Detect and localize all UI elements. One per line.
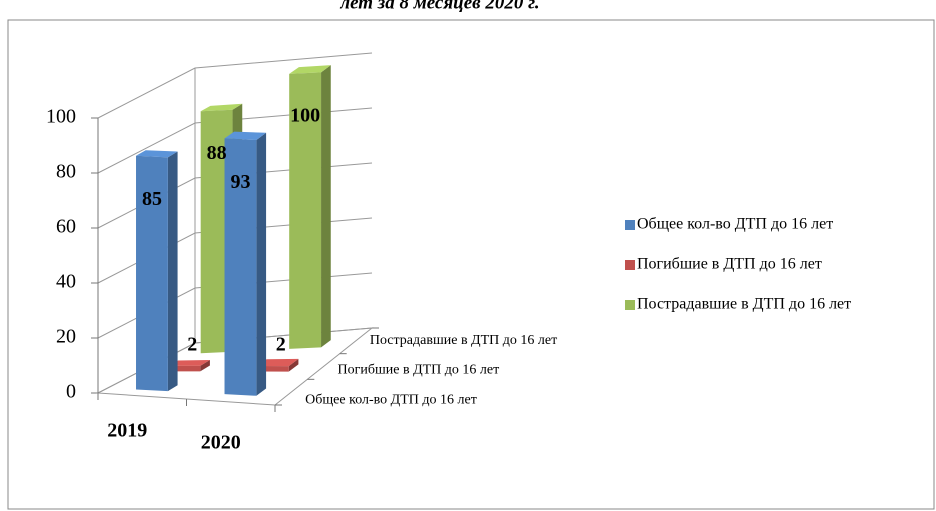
bar-top <box>136 150 178 158</box>
legend-swatch <box>625 260 635 270</box>
bar-top <box>289 65 331 74</box>
x-tick-label: 2020 <box>201 432 241 454</box>
depth-axis-label: Погибшие в ДТП до 16 лет <box>338 363 500 378</box>
data-label: 88 <box>207 142 227 164</box>
bar-side <box>167 151 178 392</box>
bar-front <box>289 72 322 349</box>
bar-side <box>321 65 331 348</box>
legend-label: Общее кол-во ДТП до 16 лет <box>637 216 833 233</box>
data-label: 2 <box>276 334 286 356</box>
data-label: 93 <box>230 171 250 193</box>
bar-top <box>224 131 267 141</box>
chart-title: лет за 8 месяцев 2020 г. <box>339 0 539 13</box>
legend-label: Погибшие в ДТП до 16 лет <box>637 256 822 273</box>
bar-front <box>224 138 257 396</box>
legend-label: Пострадавшие в ДТП до 16 лет <box>637 296 851 313</box>
bar-top <box>256 358 299 367</box>
bar-top <box>200 103 243 112</box>
chart-frame <box>7 19 935 510</box>
y-tick-label: 20 <box>56 326 76 348</box>
bar-side <box>256 132 267 396</box>
data-label: 85 <box>142 188 162 210</box>
y-tick-label: 60 <box>56 216 76 238</box>
data-label: 100 <box>290 105 320 127</box>
x-tick-label: 2019 <box>107 420 147 442</box>
depth-axis-label: Пострадавшие в ДТП до 16 лет <box>370 333 557 348</box>
y-tick-label: 80 <box>56 161 76 183</box>
data-label: 2 <box>187 334 197 356</box>
y-tick-label: 0 <box>66 381 76 403</box>
legend-swatch <box>625 300 635 310</box>
legend-swatch <box>625 220 635 230</box>
bar <box>224 131 267 396</box>
bar-side <box>200 360 210 372</box>
y-tick-label: 40 <box>56 271 76 293</box>
bar-top <box>168 360 210 366</box>
bar-side <box>288 358 299 372</box>
bar <box>289 65 331 349</box>
y-tick-label: 100 <box>46 106 76 128</box>
grid-line <box>97 52 373 119</box>
bar-front <box>136 155 168 392</box>
bar <box>136 150 178 392</box>
depth-axis-label: Общее кол-во ДТП до 16 лет <box>305 392 477 407</box>
